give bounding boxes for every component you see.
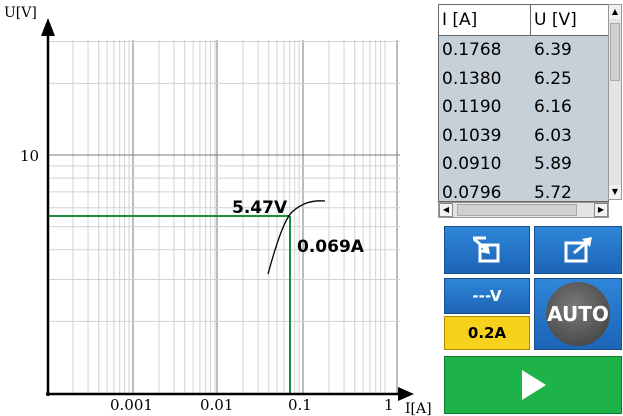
- cell-voltage: 6.39: [534, 40, 572, 60]
- x-tick-label: 0.01: [200, 396, 233, 414]
- cell-voltage: 5.89: [534, 154, 572, 174]
- cell-voltage: 6.25: [534, 68, 572, 89]
- table-row[interactable]: 0.1190 6.16: [439, 93, 608, 122]
- cell-voltage: 6.03: [534, 125, 572, 146]
- play-icon: [522, 370, 546, 400]
- run-measurement-button[interactable]: [444, 356, 622, 414]
- scroll-left-icon[interactable]: ◀: [439, 203, 453, 217]
- scroll-up-icon[interactable]: ▲: [609, 5, 621, 19]
- cell-current: 0.1190: [442, 97, 502, 117]
- auto-label: AUTO: [547, 302, 609, 326]
- copy-to-chart-button[interactable]: [444, 226, 530, 274]
- auto-button[interactable]: AUTO: [534, 278, 622, 350]
- iv-plot-canvas: U[V] I[A] 10 0.001 0.01 0.1 1 5.47V 0.06…: [4, 5, 432, 416]
- y-tick-label: 10: [20, 147, 39, 165]
- measurement-table[interactable]: I [A] U [V] 0.1768 6.39 0.1380 6.25 0.1190…: [438, 4, 609, 202]
- voltage-range-label: ---V: [472, 287, 502, 305]
- vertical-scroll-thumb[interactable]: [610, 23, 620, 81]
- iv-plot: U[V] I[A] 10 0.001 0.01 0.1 1 5.47V 0.06…: [4, 5, 432, 416]
- cell-current: 0.0910: [442, 154, 502, 174]
- x-axis-label: I[A]: [405, 401, 432, 416]
- vertical-scrollbar[interactable]: ▲ ▼: [608, 4, 622, 200]
- auto-badge: AUTO: [546, 282, 610, 346]
- scroll-right-icon[interactable]: ▶: [594, 203, 608, 217]
- x-axis-arrow: [398, 387, 414, 401]
- marker-current-label: 0.069A: [297, 237, 365, 257]
- table-row[interactable]: 0.1039 6.03: [439, 122, 608, 151]
- marker-lines: [48, 215, 291, 394]
- x-tick-label: 0.001: [110, 396, 153, 414]
- y-axis-arrow: [41, 18, 55, 36]
- cell-voltage: 6.16: [534, 97, 572, 117]
- table-row[interactable]: 0.1768 6.39: [439, 36, 608, 65]
- current-range-button[interactable]: 0.2A: [444, 316, 530, 350]
- voltage-range-button[interactable]: ---V: [444, 278, 530, 314]
- marker-voltage-label: 5.47V: [232, 198, 288, 218]
- cell-current: 0.0796: [442, 182, 502, 202]
- cell-current: 0.1768: [442, 40, 502, 60]
- y-axis-label: U[V]: [4, 5, 37, 21]
- scroll-down-icon[interactable]: ▼: [609, 185, 621, 199]
- column-header-voltage[interactable]: U [V]: [534, 10, 577, 30]
- horizontal-scroll-thumb[interactable]: [457, 204, 577, 216]
- column-header-current[interactable]: I [A]: [439, 5, 531, 35]
- current-range-label: 0.2A: [467, 324, 507, 342]
- table-row[interactable]: 0.0910 5.89: [439, 150, 608, 179]
- copy-to-chart-icon: [473, 236, 500, 263]
- cell-current: 0.1380: [442, 68, 502, 89]
- table-row[interactable]: 0.0796 5.72: [439, 179, 608, 202]
- horizontal-scrollbar[interactable]: ◀ ▶: [438, 202, 609, 218]
- export-button[interactable]: [534, 226, 622, 274]
- x-tick-label: 1: [384, 396, 394, 414]
- x-tick-label: 0.1: [288, 396, 312, 414]
- table-row[interactable]: 0.1380 6.25: [439, 65, 608, 94]
- cell-voltage: 5.72: [534, 182, 572, 202]
- measurement-table-panel: I [A] U [V] 0.1768 6.39 0.1380 6.25 0.1190…: [436, 0, 623, 222]
- iv-curve: [267, 200, 326, 275]
- cell-current: 0.1039: [442, 125, 502, 146]
- export-icon: [564, 237, 592, 263]
- table-header: I [A] U [V]: [439, 5, 608, 36]
